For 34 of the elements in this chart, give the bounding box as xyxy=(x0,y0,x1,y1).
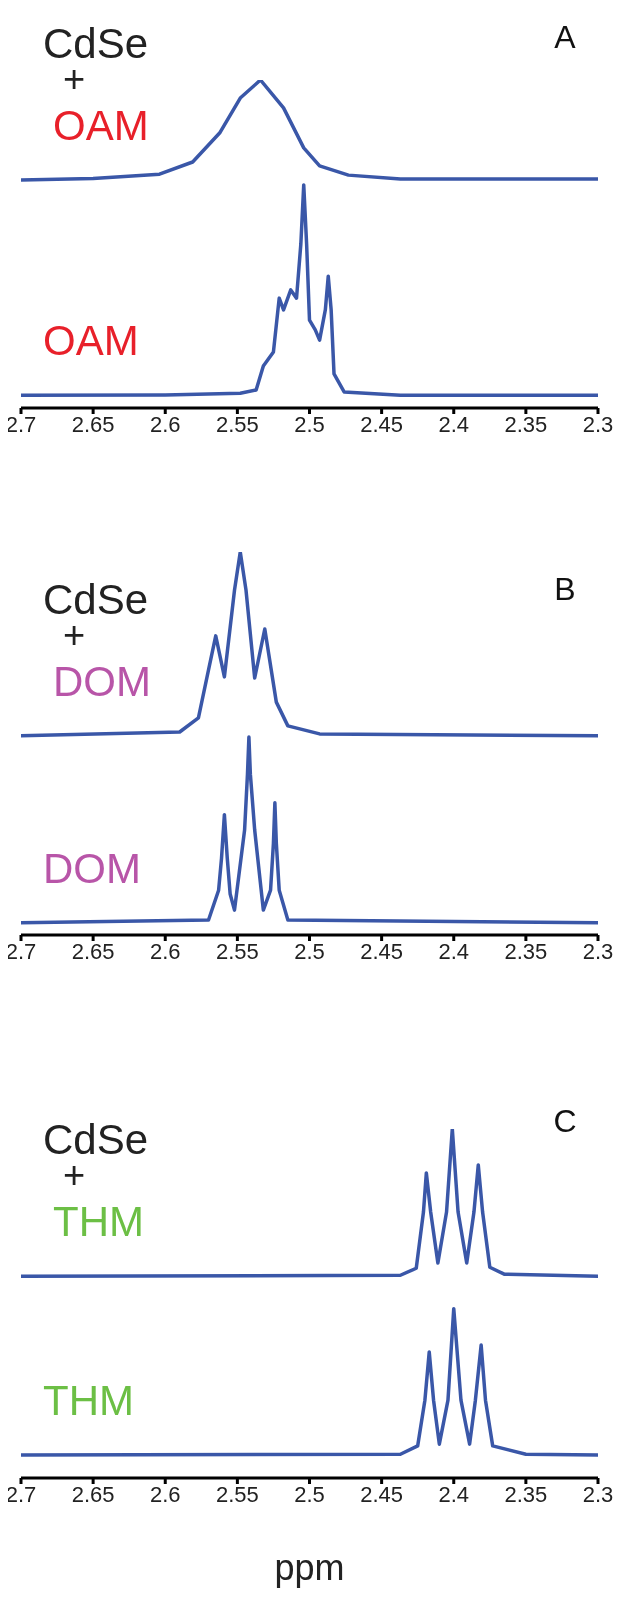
x-tick-label: 2.5 xyxy=(294,938,325,964)
x-tick-label: 2.3 xyxy=(582,938,614,964)
x-tick-label: 2.35 xyxy=(504,1481,548,1507)
series-label: CdSe + DOM xyxy=(43,575,151,705)
series-label: CdSe + THM xyxy=(43,1116,149,1246)
x-tick-label: 2.65 xyxy=(71,938,115,964)
x-tick-label: 2.5 xyxy=(294,411,325,437)
series-label: OAM xyxy=(43,317,139,365)
series-label: CdSe + OAM xyxy=(43,20,149,150)
x-tick-label: 2.6 xyxy=(149,1481,181,1507)
x-tick-label: 2.55 xyxy=(215,411,259,437)
x-tick-label: 2.35 xyxy=(504,938,548,964)
x-tick-label: 2.6 xyxy=(149,938,181,964)
x-tick-label: 2.45 xyxy=(360,1481,404,1507)
x-tick-label: 2.3 xyxy=(582,1481,614,1507)
series-label: DOM xyxy=(43,844,141,892)
x-tick-label: 2.6 xyxy=(149,411,181,437)
x-tick-label: 2.4 xyxy=(438,411,470,437)
chart-title: A xyxy=(554,19,577,55)
x-tick-label: 2.65 xyxy=(71,411,115,437)
text: B xyxy=(554,571,576,607)
x-tick-label: 2.4 xyxy=(438,1481,470,1507)
x-tick-label: 2.35 xyxy=(504,411,548,437)
series-label: THM xyxy=(43,1376,134,1424)
x-axis-title: ppm xyxy=(274,1547,345,1588)
x-tick-label: 2.45 xyxy=(360,411,404,437)
x-tick-label: 2.4 xyxy=(438,938,470,964)
x-tick-label: 2.5 xyxy=(294,1481,325,1507)
x-tick-label: 2.55 xyxy=(215,938,259,964)
x-tick-label: 2.55 xyxy=(215,1481,259,1507)
chart-title: C xyxy=(553,1103,577,1139)
x-tick-label: 2.45 xyxy=(360,938,404,964)
x-tick-label: 2.65 xyxy=(71,1481,115,1507)
x-tick-label: 2.3 xyxy=(582,411,614,437)
